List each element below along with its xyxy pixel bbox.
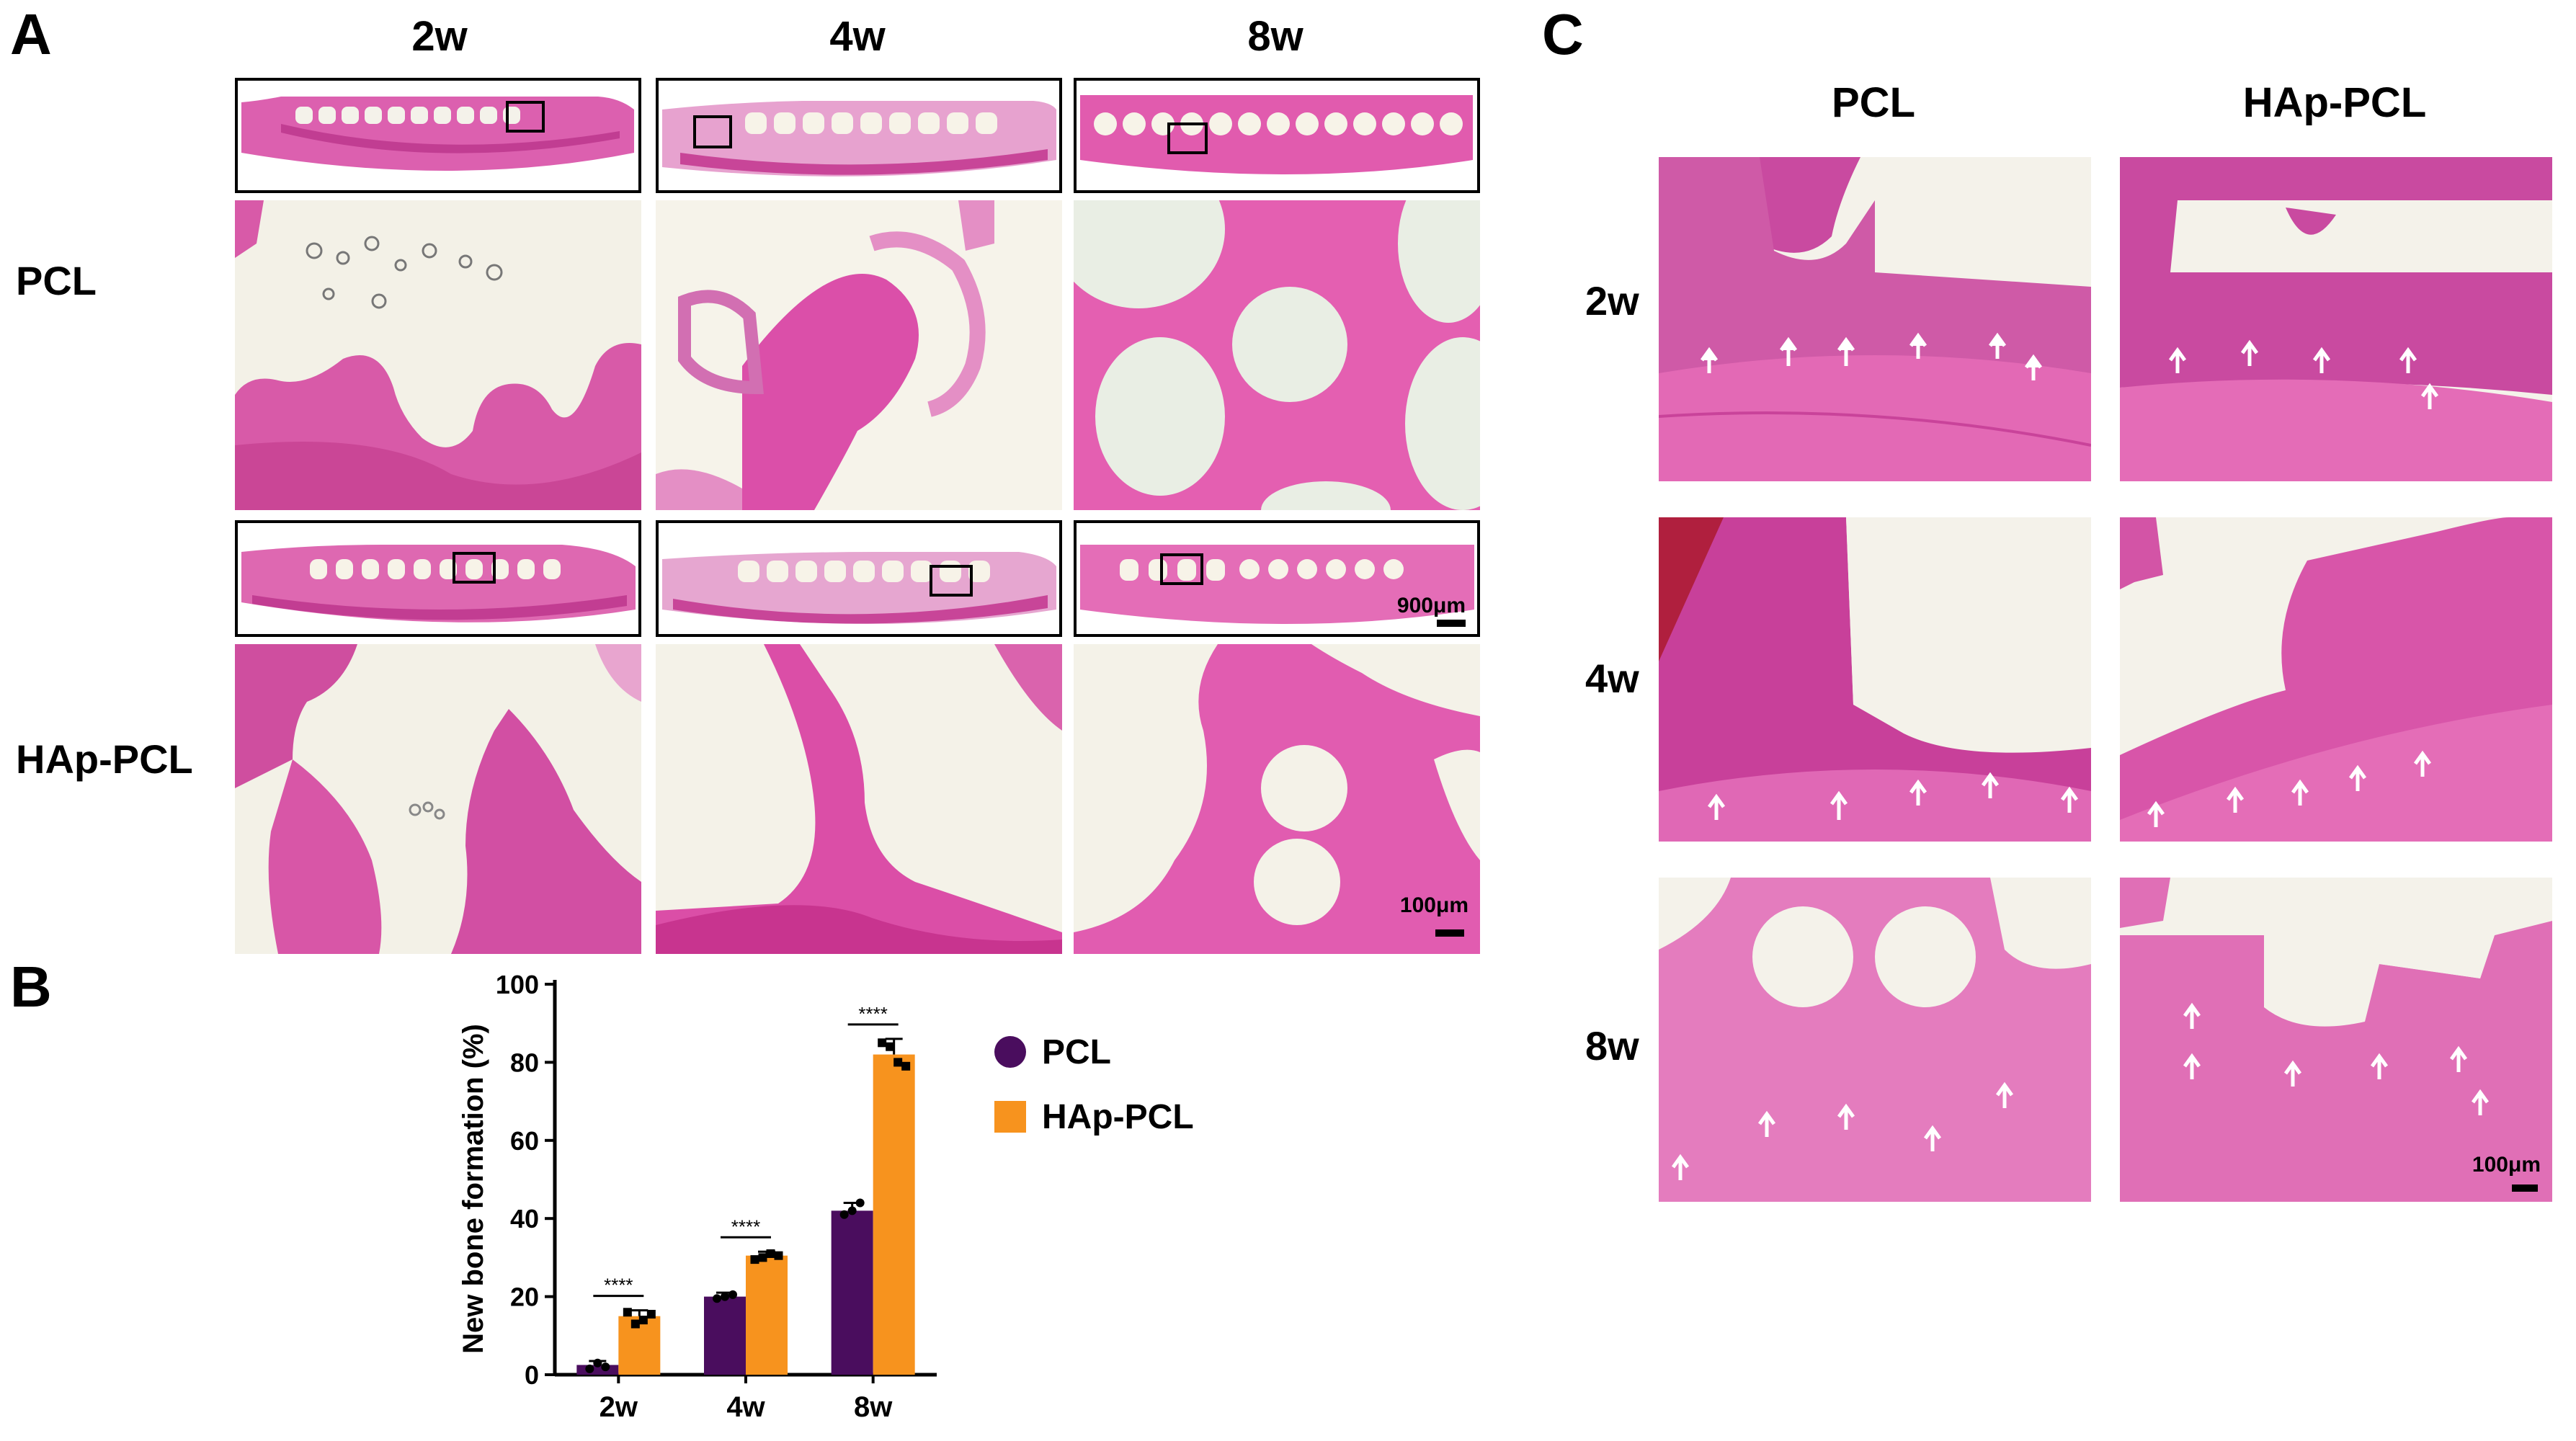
x-tick-label: 2w (600, 1391, 638, 1423)
c-hap-pcl-2w (2120, 157, 2552, 481)
bar-hap-pcl (873, 1054, 915, 1375)
y-tick-label: 80 (510, 1048, 539, 1077)
c-pcl-2w (1659, 157, 2091, 481)
data-point (585, 1364, 594, 1373)
panel-c-col-pcl: PCL (1832, 79, 1915, 126)
panel-c-col-hap-pcl: HAp-PCL (2242, 79, 2427, 126)
chart-significance: **** **** **** (593, 1003, 899, 1298)
overview-pcl-8w (1074, 78, 1480, 193)
significance-label: **** (858, 1003, 887, 1025)
data-point (878, 1038, 887, 1048)
data-point (593, 1358, 602, 1368)
bar-hap-pcl (746, 1255, 788, 1375)
bar-pcl (704, 1296, 746, 1375)
panel-a-row-pcl: PCL (16, 258, 97, 303)
data-point (886, 1042, 895, 1051)
data-point (893, 1058, 903, 1067)
overview-scale-label: 900μm (1396, 594, 1466, 617)
detail-scale-bar (1435, 929, 1464, 937)
panel-c-scale-label: 100μm (2472, 1153, 2541, 1177)
significance-label: **** (731, 1215, 760, 1237)
chart-bars (576, 1038, 915, 1375)
x-tick-label: 8w (854, 1391, 893, 1423)
bar-pcl (831, 1210, 873, 1375)
c-hap-pcl-4w (2120, 517, 2552, 842)
panel-a-letter: A (10, 2, 52, 66)
legend-marker-hap-pcl (994, 1101, 1026, 1133)
panel-c-scale-bar (2512, 1185, 2538, 1192)
detail-pcl-4w (656, 200, 1062, 510)
data-point (750, 1255, 759, 1264)
detail-pcl-2w (235, 200, 641, 510)
data-point (623, 1308, 632, 1317)
panel-b-letter: B (10, 955, 52, 1019)
y-tick-label: 60 (510, 1126, 539, 1156)
data-point (766, 1249, 775, 1258)
panel-a-col-4w: 4w (829, 13, 886, 60)
bone-formation-chart: New bone formation (%) 0 20 40 60 80 100 2w 4w 8… (458, 970, 1194, 1423)
detail-scale-label: 100μm (1399, 893, 1469, 917)
detail-hap-pcl-2w (235, 644, 641, 954)
chart-points (585, 1038, 911, 1373)
overview-pcl-2w (235, 78, 641, 193)
panel-a-col-8w: 8w (1247, 13, 1303, 60)
chart-legend: PCL HAp-PCL (994, 1033, 1194, 1136)
data-point (758, 1253, 767, 1262)
chart-y-axis-label: New bone formation (%) (458, 1024, 489, 1354)
panel-a-row-hap-pcl: HAp-PCL (16, 736, 193, 782)
data-point (601, 1362, 610, 1372)
data-point (855, 1198, 865, 1208)
detail-hap-pcl-8w: 100μm (1074, 644, 1480, 954)
c-pcl-8w (1659, 878, 2091, 1202)
data-point (630, 1319, 640, 1329)
panel-a-col-2w: 2w (411, 13, 468, 60)
data-point (847, 1206, 857, 1215)
data-point (638, 1316, 648, 1325)
data-point (646, 1309, 656, 1319)
panel-c-row-2w: 2w (1585, 278, 1639, 324)
legend-label: PCL (1042, 1033, 1111, 1071)
overview-hap-pcl-2w (235, 520, 641, 637)
data-point (728, 1290, 737, 1299)
significance-label: **** (604, 1275, 633, 1296)
data-point (721, 1292, 729, 1301)
overview-pcl-4w (656, 78, 1062, 193)
panel-c-letter: C (1542, 2, 1584, 66)
x-tick-label: 4w (726, 1391, 765, 1423)
c-hap-pcl-8w: 100μm (2120, 878, 2552, 1202)
y-tick-label: 40 (510, 1204, 539, 1233)
y-tick-label: 20 (510, 1282, 539, 1312)
legend-label: HAp-PCL (1042, 1098, 1194, 1136)
y-tick-label: 100 (496, 970, 539, 999)
c-pcl-4w (1659, 517, 2091, 842)
overview-scale-bar (1437, 620, 1466, 627)
data-point (839, 1210, 849, 1219)
panel-c-row-4w: 4w (1585, 656, 1639, 701)
legend-marker-pcl (994, 1036, 1026, 1068)
panel-c-row-8w: 8w (1585, 1023, 1639, 1069)
data-point (901, 1061, 911, 1071)
overview-hap-pcl-8w: 900μm (1074, 520, 1480, 637)
data-point (774, 1251, 783, 1260)
data-point (713, 1294, 721, 1303)
detail-hap-pcl-4w (656, 644, 1062, 954)
detail-pcl-8w (1074, 200, 1480, 510)
y-tick-label: 0 (525, 1360, 539, 1390)
overview-hap-pcl-4w (656, 520, 1062, 637)
